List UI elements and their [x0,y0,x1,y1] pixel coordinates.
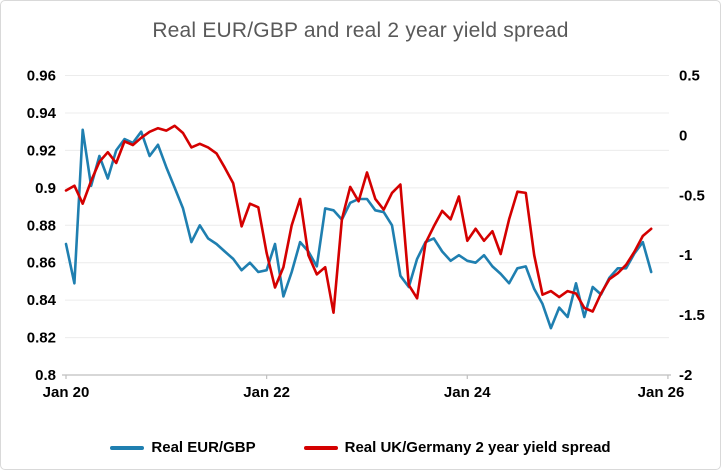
left-axis-tick-label: 0.8 [35,367,56,384]
eur-gbp-legend-swatch [110,445,145,450]
left-axis-tick-label: 0.94 [27,105,57,122]
chart-title: Real EUR/GBP and real 2 year yield sprea… [152,19,569,42]
left-axis-tick-label: 0.88 [27,217,56,234]
right-axis-tick-label: 0 [679,127,687,144]
yield-spread-line [64,124,653,315]
right-axis-tick-label: -2 [679,367,692,384]
yield-spread-legend-swatch [303,445,338,450]
left-axis-tick-label: 0.82 [27,330,56,347]
yield-spread-legend-label: Real UK/Germany 2 year yield spread [344,439,611,456]
chart-legend: Real EUR/GBP Real UK/Germany 2 year yiel… [1,439,720,456]
right-axis-tick-label: -0.5 [679,187,705,204]
left-axis-tick-label: 0.92 [27,142,56,159]
eur-gbp-legend-label: Real EUR/GBP [151,439,256,456]
left-axis-tick-label: 0.86 [27,255,56,272]
x-axis-tick-label: Jan 22 [243,384,290,401]
x-axis-tick-label: Jan 26 [638,384,685,401]
left-axis-tick-label: 0.84 [27,292,57,309]
x-axis-tick-label: Jan 20 [43,384,90,401]
left-axis-tick-label: 0.96 [27,68,56,85]
x-axis-tick-label: Jan 24 [444,384,491,401]
right-axis-tick-label: -1.5 [679,307,705,324]
right-axis-tick-label: 0.5 [679,68,700,85]
right-axis-tick-label: -1 [679,247,692,264]
legend-item-eur-gbp: Real EUR/GBP [110,439,256,456]
eur-gbp-line [64,128,653,330]
left-axis-tick-label: 0.9 [35,180,56,197]
legend-item-yield-spread: Real UK/Germany 2 year yield spread [303,439,611,456]
